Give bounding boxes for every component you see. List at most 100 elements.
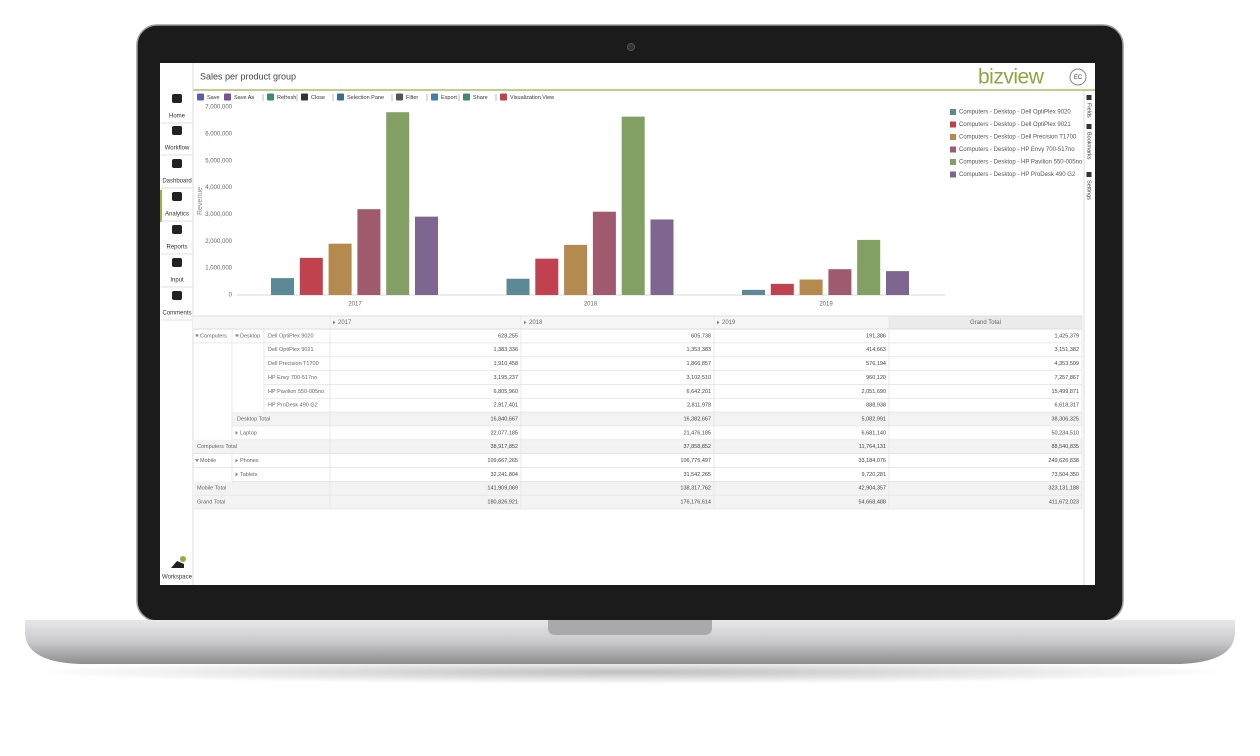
table-cell: 106,775,497 [680,458,711,464]
toolbar-button[interactable]: Selection Pane [347,95,384,101]
toolbar-button[interactable]: Close [311,95,325,101]
sidebar-label[interactable]: Input [170,278,184,284]
legend-label[interactable]: Computers - Desktop - HP Pavilion 550-00… [959,160,1083,166]
toolbar-icon[interactable] [337,93,344,101]
toolbar-icon[interactable] [431,93,438,101]
side-tab[interactable]: Settings [1086,180,1092,200]
row-label[interactable]: Mobile [200,458,216,464]
y-tick-label: 6,000,000 [205,131,232,137]
toolbar-button[interactable]: Refresh [277,95,296,101]
expand-arrow[interactable] [235,458,239,463]
toolbar-icon[interactable] [500,93,507,101]
toolbar-button[interactable]: Share [473,95,488,101]
bar[interactable] [328,243,352,295]
collapse-arrow[interactable] [235,334,239,338]
bar[interactable] [770,283,794,295]
row-label: Mobile Total [197,486,226,492]
legend-swatch[interactable] [950,159,956,165]
toolbar-button[interactable]: Visualization View [510,95,554,101]
workspace-icon[interactable] [171,561,184,568]
legend-swatch[interactable] [950,146,956,153]
legend-swatch[interactable] [950,109,956,115]
row-label[interactable]: Tablets [240,472,258,478]
expand-arrow[interactable] [524,320,527,325]
legend-label[interactable]: Computers - Desktop - Dell Precision T17… [959,135,1077,141]
expand-arrow[interactable] [235,430,239,435]
sidebar-label[interactable]: Workflow [165,146,190,152]
bar[interactable] [506,278,530,295]
bar[interactable] [415,216,438,295]
legend-swatch[interactable] [950,121,956,128]
toolbar-button[interactable]: Filter [406,95,418,101]
expand-arrow[interactable] [333,320,336,325]
sidebar-icon[interactable] [172,225,182,234]
bar[interactable] [357,209,381,295]
bar[interactable] [857,239,881,295]
table-cell: 21,476,185 [683,430,711,436]
bar[interactable] [564,244,588,295]
sidebar-icon[interactable] [172,192,182,201]
user-avatar[interactable] [1069,68,1087,86]
legend-label[interactable]: Computers - Desktop - HP ProDesk 490 G2 [959,172,1076,178]
expand-arrow[interactable] [717,320,720,325]
sidebar-icon[interactable] [172,126,182,135]
legend-label[interactable]: Computers - Desktop - Dell OptiPlex 9021 [959,122,1071,128]
sidebar-label[interactable]: Analytics [165,212,189,218]
row-label[interactable]: Phones [240,458,259,464]
toolbar-icon[interactable] [224,93,231,101]
side-tab[interactable]: Fields [1086,103,1092,118]
bar[interactable] [742,289,765,295]
legend-swatch[interactable] [950,134,956,140]
toolbar-button[interactable]: Export [441,95,457,101]
sidebar-icon[interactable] [172,159,182,168]
toolbar-button[interactable]: Save [207,95,220,101]
bar[interactable] [535,258,559,295]
legend-swatch[interactable] [950,171,956,178]
row-label[interactable]: Computers [200,333,227,339]
column-header[interactable]: Grand Total [970,320,1001,326]
bar[interactable] [299,257,323,295]
table-cell: 960,120 [866,375,886,381]
expand-arrow[interactable] [235,472,239,477]
toolbar-icon[interactable] [267,93,274,101]
y-tick-label: 1,000,000 [205,266,232,272]
toolbar-button[interactable]: Save As [234,95,254,101]
bar[interactable] [271,278,294,295]
side-tab[interactable]: Bookmarks [1086,132,1092,160]
toolbar-icon[interactable] [301,93,308,101]
bar[interactable] [621,116,645,295]
column-header[interactable]: 2017 [338,320,352,326]
bar[interactable] [386,112,410,295]
tab-icon[interactable] [1086,172,1092,177]
user-initials[interactable]: EC [1074,75,1083,81]
bar[interactable] [886,271,909,295]
bar[interactable] [799,279,823,295]
collapse-arrow[interactable] [195,459,199,463]
legend-label[interactable]: Computers - Desktop - Dell OptiPlex 9020 [959,110,1071,116]
column-header[interactable]: 2018 [529,320,543,326]
row-label[interactable]: Laptop [240,430,257,436]
toolbar-icon[interactable] [197,93,204,101]
sidebar-label[interactable]: Reports [166,245,187,251]
collapse-arrow[interactable] [195,334,199,338]
sidebar-icon[interactable] [172,94,182,103]
sidebar-label[interactable]: Home [169,114,186,120]
bar[interactable] [828,269,852,295]
table-cell: 6,642,201 [687,389,711,395]
total-row-bg [193,439,1082,454]
column-header[interactable]: 2019 [722,320,736,326]
legend-label[interactable]: Computers - Desktop - HP Envy 700-517no [959,147,1075,153]
sidebar-icon[interactable] [172,258,182,267]
row-label[interactable]: Desktop [240,333,260,339]
sidebar-label[interactable]: Comments [162,311,191,317]
sidebar-label[interactable]: Workspace [162,575,193,581]
bar[interactable] [592,211,616,295]
sidebar-icon[interactable] [172,291,182,300]
bar[interactable] [650,219,674,295]
toolbar-icon[interactable] [463,93,470,101]
sidebar-label[interactable]: Dashboard [162,179,191,185]
tab-icon[interactable] [1086,95,1092,100]
table-cell: 4,353,509 [1055,361,1079,367]
toolbar-icon[interactable] [396,93,403,101]
tab-icon[interactable] [1086,124,1092,129]
